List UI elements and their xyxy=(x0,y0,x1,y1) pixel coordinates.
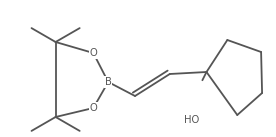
Text: B: B xyxy=(105,77,112,87)
Text: O: O xyxy=(89,103,97,113)
Text: O: O xyxy=(89,48,97,58)
Text: HO: HO xyxy=(184,115,199,125)
